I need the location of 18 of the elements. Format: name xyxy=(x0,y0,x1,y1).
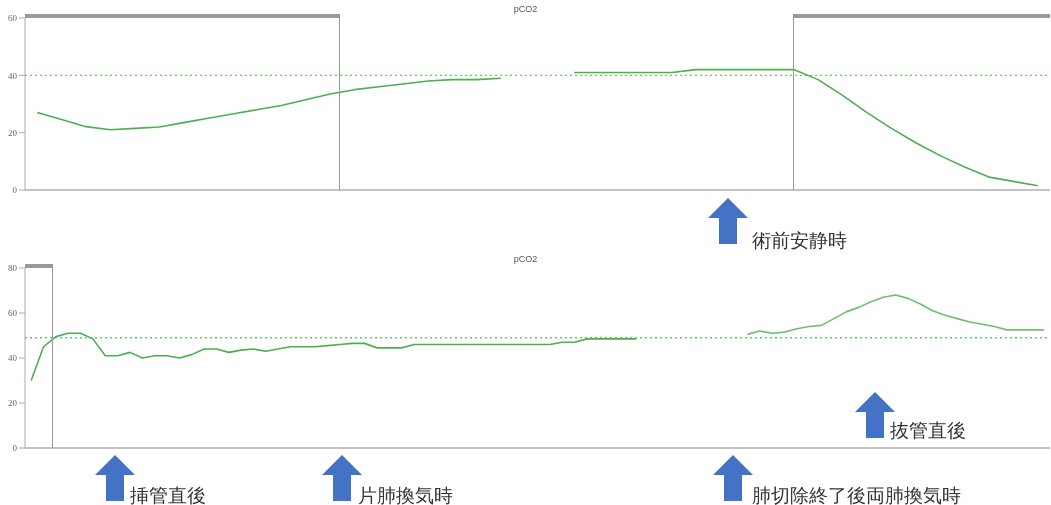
y-tick-label: 60 xyxy=(8,308,18,319)
text: 肺切除終了後両肺換気時 xyxy=(752,483,961,505)
y-tick-label: 20 xyxy=(8,127,18,138)
y-tick-label: 80 xyxy=(8,263,18,274)
text: 術前安静時 xyxy=(752,228,847,253)
y-tick-label: 20 xyxy=(8,398,18,409)
y-tick-label: 40 xyxy=(8,353,18,364)
chart-title: pCO2 xyxy=(512,4,539,14)
line-series xyxy=(30,332,638,382)
y-tick-label: 0 xyxy=(12,185,18,196)
annotation: 抜管直後 xyxy=(890,418,966,443)
line-series xyxy=(746,294,1045,336)
text: 片肺換気時 xyxy=(358,483,453,505)
text: 挿管直後 xyxy=(130,483,206,505)
y-tick-label: 40 xyxy=(8,70,18,81)
y-tick-label: 60 xyxy=(8,13,18,24)
chart-title: pCO2 xyxy=(512,254,539,264)
y-tick-label: 0 xyxy=(12,443,18,454)
